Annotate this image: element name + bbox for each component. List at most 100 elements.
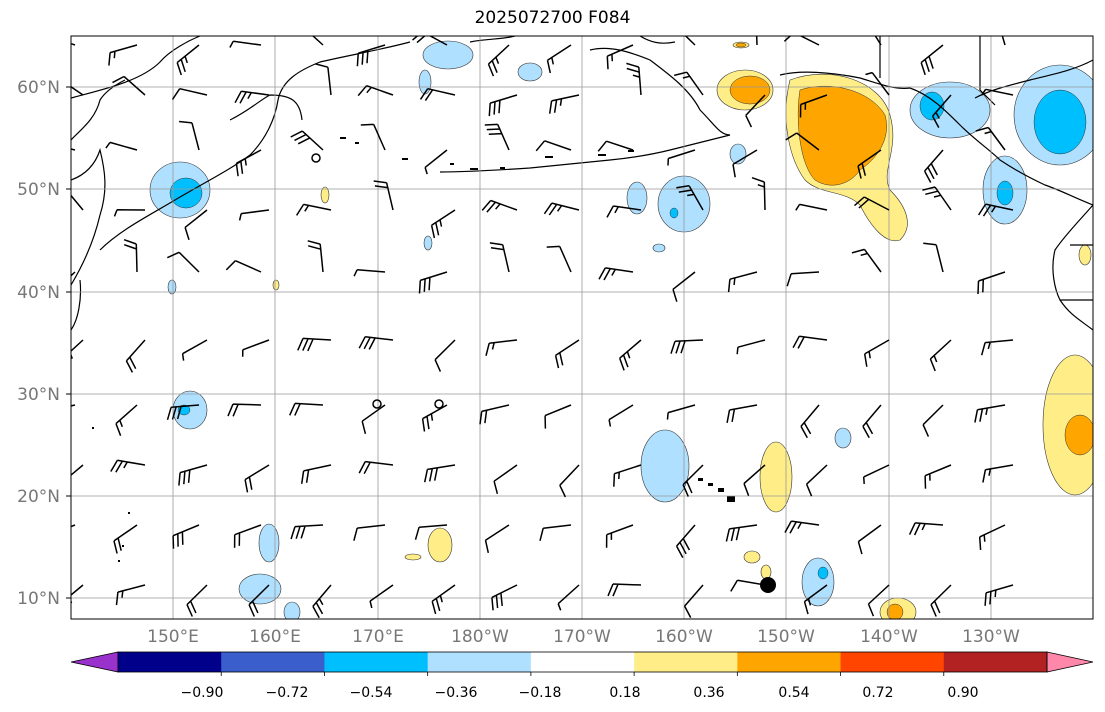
wind-barb [557, 584, 580, 611]
wind-barb [289, 402, 324, 416]
colorbar-segment [943, 652, 1048, 672]
wind-barb [725, 524, 758, 542]
colorbar-segment [530, 652, 635, 672]
map-frame [70, 35, 1094, 620]
lon-label: 150°E [147, 627, 199, 647]
wind-barb [867, 584, 890, 617]
colorbar-label: 0.90 [947, 685, 978, 701]
wind-barbs [71, 36, 1014, 619]
wind-barb [421, 404, 448, 432]
wind-barb [920, 44, 944, 76]
wind-barb [606, 44, 634, 70]
wind-barb [353, 524, 386, 541]
wind-barb [546, 245, 572, 273]
wind-barb [186, 584, 208, 617]
wind-barb [984, 584, 1014, 606]
wind-barb [479, 404, 510, 425]
wind-barb [667, 149, 696, 166]
wind-barb [857, 149, 882, 179]
colorbar-label: −0.18 [519, 685, 562, 701]
lon-label: 170°E [352, 627, 404, 647]
wind-barb [666, 404, 696, 420]
wind-barb [434, 339, 456, 372]
wind-barb [727, 271, 758, 293]
islands [92, 137, 735, 562]
wind-barb [755, 36, 758, 46]
wind-barb [248, 584, 270, 617]
wind-barb [605, 524, 634, 548]
wind-barb [423, 464, 456, 483]
wind-barb [71, 464, 84, 477]
colorbar-label: 0.54 [778, 685, 809, 701]
lon-label: 170°W [553, 627, 611, 647]
colorbar-label: 0.36 [693, 685, 724, 701]
colorbar-segment [840, 652, 945, 672]
wind-barb [108, 44, 138, 66]
lon-label: 160°E [249, 627, 301, 647]
wind-barb [862, 404, 882, 439]
wind-barb [607, 583, 642, 597]
wind-barb [546, 44, 572, 74]
wind-barb [414, 524, 448, 540]
wind-barb [412, 36, 448, 46]
lat-label: 60°N [17, 78, 60, 98]
wind-barb [493, 464, 518, 494]
wind-barb [311, 36, 324, 46]
wind-barb [431, 584, 456, 615]
wind-barb [113, 524, 138, 554]
anomaly-shading [149, 40, 1093, 619]
wind-barb [1001, 36, 1006, 46]
wind-barb [123, 238, 138, 273]
wind-barb [71, 194, 84, 211]
wind-barb [784, 520, 820, 534]
position-marker [760, 577, 776, 593]
wind-barb [241, 339, 270, 357]
wind-barb [974, 404, 1006, 423]
colorbar-outline [117, 651, 1048, 673]
colorbar-segment [634, 652, 738, 672]
wind-barb [800, 404, 820, 439]
wind-barb [730, 579, 766, 592]
wind-barb [290, 130, 324, 151]
wind-barb [676, 184, 704, 211]
colorbar-extend-low [70, 651, 119, 673]
wind-barb [539, 524, 572, 541]
wind-barb [315, 63, 332, 96]
wind-barb [485, 339, 518, 356]
wind-barb [238, 209, 270, 221]
wind-barb [112, 75, 146, 96]
wind-barb [181, 339, 208, 361]
wind-barb [234, 90, 270, 104]
wind-barb [672, 271, 696, 302]
colorbar-extend-high [1046, 651, 1094, 673]
wind-barb [922, 186, 952, 211]
wind-barb [851, 248, 882, 273]
wind-barb [862, 464, 890, 484]
wind-barb [786, 271, 820, 287]
wind-barb [626, 62, 642, 96]
wind-barb [751, 176, 766, 211]
lat-label: 10°N [17, 589, 60, 609]
wind-barb [922, 404, 944, 437]
wind-barb [235, 149, 262, 177]
wind-barb [166, 251, 200, 273]
colorbar-label: 0.72 [862, 685, 893, 701]
wind-barb [982, 464, 1014, 483]
wind-barb [923, 149, 944, 183]
wind-barb [543, 202, 580, 216]
colorbar-segment [427, 652, 532, 672]
wind-barb [544, 404, 572, 429]
wind-barb [484, 524, 510, 554]
wind-barb [736, 339, 766, 355]
wind-barb [353, 269, 386, 277]
wind-barb [166, 404, 200, 421]
wind-barb [171, 87, 208, 100]
wind-barb [418, 271, 448, 294]
wind-barb [360, 123, 386, 151]
wind-barb [559, 464, 580, 498]
wind-barb [356, 44, 386, 67]
wind-barb [481, 199, 518, 213]
wind-barb [430, 209, 456, 239]
map-title: 2025072700 F084 [474, 8, 631, 28]
